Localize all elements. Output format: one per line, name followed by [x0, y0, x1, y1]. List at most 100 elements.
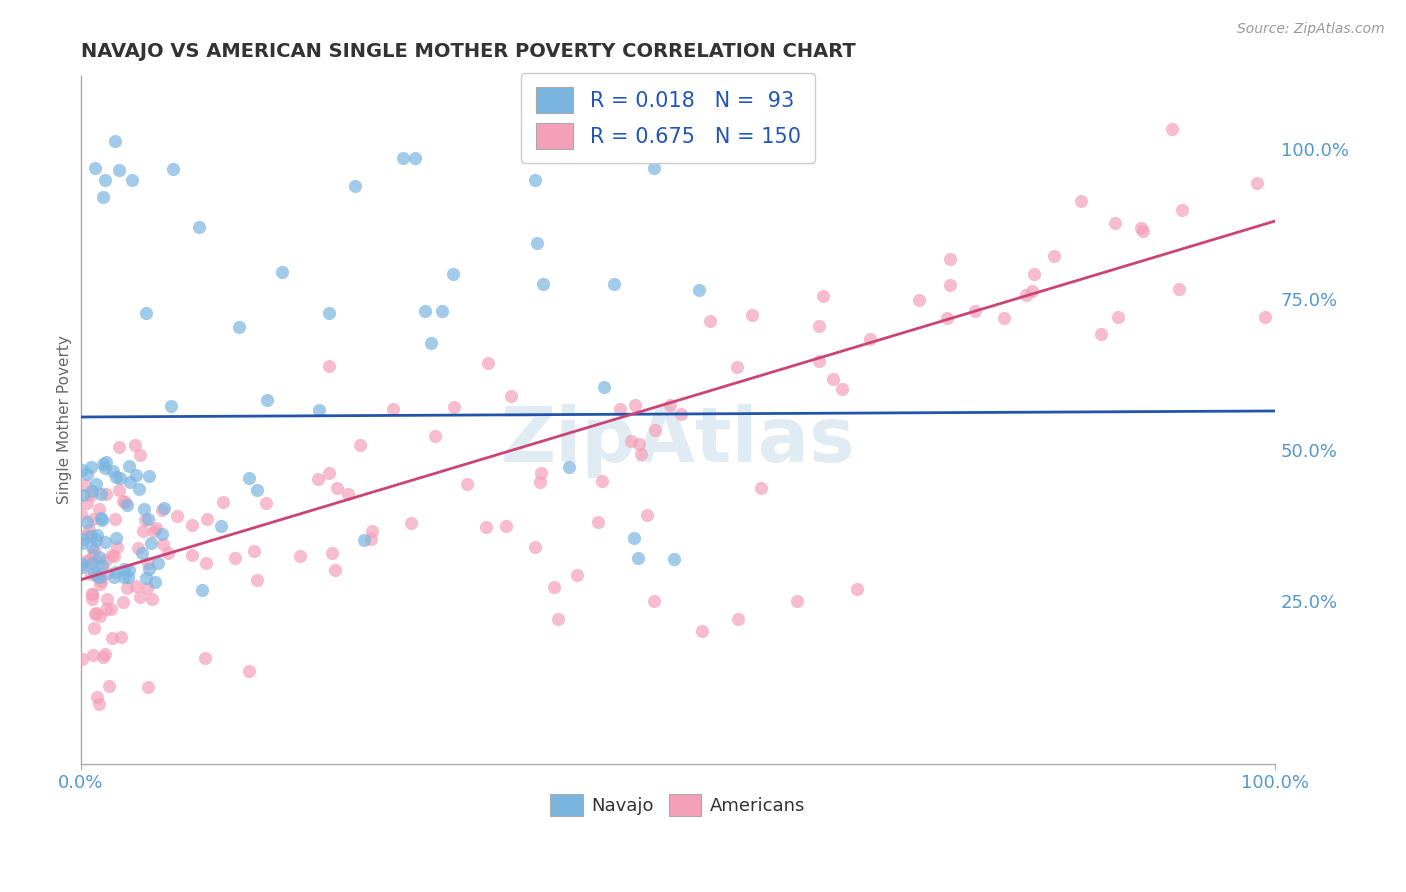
Point — [114, 495, 136, 509]
Point — [349, 438, 371, 452]
Point — [531, 277, 554, 292]
Point — [859, 332, 882, 346]
Point — [157, 546, 180, 560]
Point — [811, 289, 834, 303]
Point — [558, 459, 581, 474]
Point — [659, 398, 682, 412]
Point — [586, 515, 609, 529]
Point — [938, 278, 960, 293]
Point — [1171, 202, 1194, 217]
Point — [1021, 284, 1043, 298]
Point — [195, 512, 218, 526]
Legend: Navajo, Americans: Navajo, Americans — [543, 787, 813, 823]
Point — [76, 528, 98, 542]
Point — [603, 277, 626, 292]
Point — [107, 162, 129, 177]
Point — [89, 576, 111, 591]
Point — [211, 495, 233, 509]
Point — [143, 575, 166, 590]
Point — [807, 319, 830, 334]
Point — [727, 612, 749, 626]
Point — [76, 515, 98, 529]
Point — [139, 536, 162, 550]
Point — [526, 235, 548, 250]
Point — [288, 549, 311, 563]
Point — [90, 487, 112, 501]
Point — [112, 595, 135, 609]
Point — [70, 463, 93, 477]
Point — [76, 467, 98, 482]
Point — [993, 310, 1015, 325]
Point — [567, 567, 589, 582]
Point — [821, 372, 844, 386]
Point — [136, 556, 159, 570]
Point — [1024, 267, 1046, 281]
Point — [84, 606, 107, 620]
Point — [1104, 216, 1126, 230]
Point — [846, 582, 869, 596]
Point — [1129, 220, 1152, 235]
Point — [360, 532, 382, 546]
Point — [699, 314, 721, 328]
Point — [630, 447, 652, 461]
Point — [1107, 310, 1129, 324]
Point — [96, 487, 118, 501]
Point — [643, 161, 665, 176]
Point — [443, 401, 465, 415]
Point — [110, 630, 132, 644]
Point — [125, 579, 148, 593]
Point — [423, 429, 446, 443]
Point — [90, 574, 112, 589]
Point — [543, 580, 565, 594]
Point — [135, 571, 157, 585]
Point — [82, 548, 104, 562]
Point — [323, 563, 346, 577]
Point — [80, 540, 103, 554]
Point — [318, 466, 340, 480]
Point — [524, 540, 547, 554]
Point — [105, 531, 128, 545]
Point — [117, 570, 139, 584]
Point — [256, 392, 278, 407]
Point — [690, 624, 713, 639]
Point — [103, 570, 125, 584]
Point — [91, 558, 114, 572]
Point — [246, 483, 269, 497]
Point — [591, 474, 613, 488]
Point — [727, 131, 749, 145]
Point — [118, 475, 141, 490]
Y-axis label: Single Mother Poverty: Single Mother Poverty — [58, 335, 72, 505]
Point — [938, 252, 960, 266]
Point — [111, 493, 134, 508]
Point — [477, 356, 499, 370]
Point — [963, 303, 986, 318]
Point — [83, 622, 105, 636]
Point — [495, 519, 517, 533]
Point — [1168, 282, 1191, 296]
Point — [83, 565, 105, 579]
Point — [94, 648, 117, 662]
Point — [80, 529, 103, 543]
Point — [98, 679, 121, 693]
Point — [87, 501, 110, 516]
Point — [162, 162, 184, 177]
Point — [1254, 310, 1277, 324]
Point — [80, 567, 103, 582]
Point — [70, 557, 93, 571]
Point — [87, 569, 110, 583]
Point — [152, 503, 174, 517]
Point — [623, 531, 645, 545]
Point — [456, 476, 478, 491]
Point — [75, 554, 97, 568]
Point — [1090, 326, 1112, 341]
Point — [89, 697, 111, 711]
Point — [141, 592, 163, 607]
Point — [89, 549, 111, 564]
Point — [94, 553, 117, 567]
Point — [392, 152, 415, 166]
Point — [112, 569, 135, 583]
Point — [79, 552, 101, 566]
Point — [87, 556, 110, 570]
Point — [181, 548, 204, 562]
Point — [547, 612, 569, 626]
